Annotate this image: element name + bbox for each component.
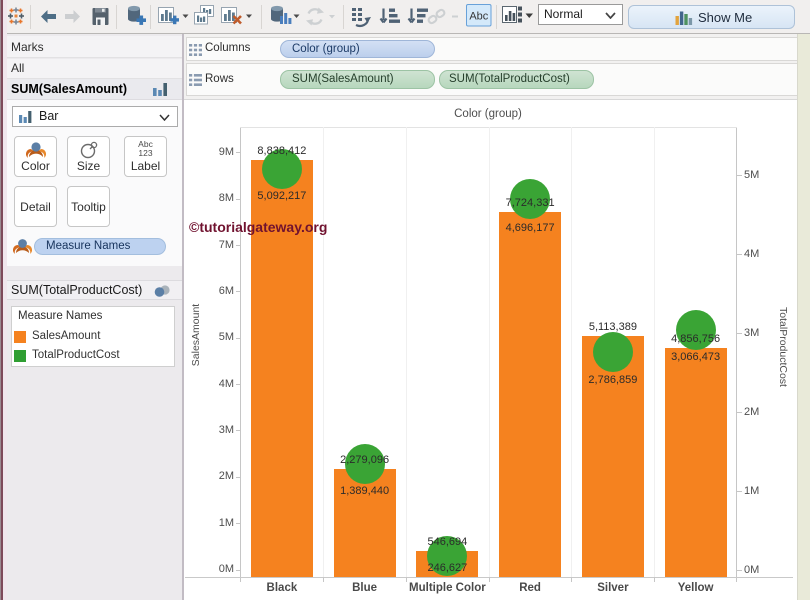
svg-text:Abc: Abc — [469, 11, 488, 23]
